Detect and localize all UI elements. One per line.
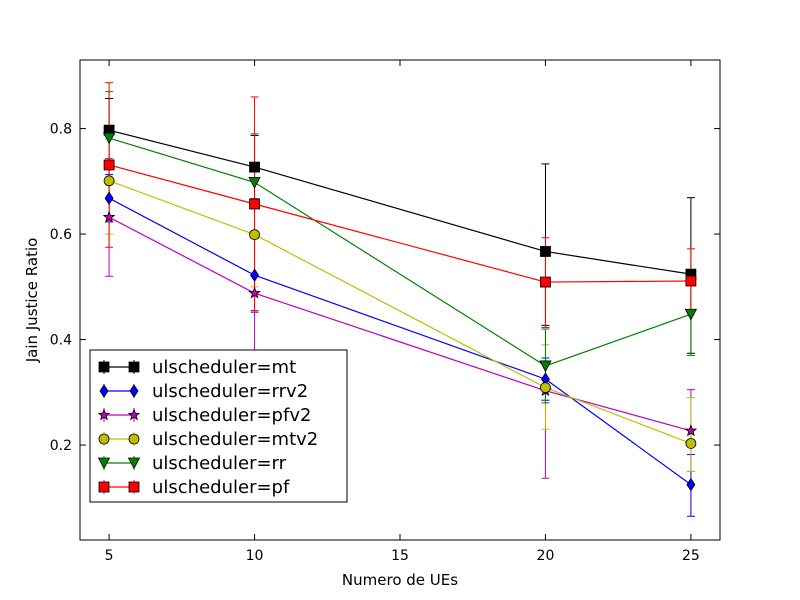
legend-marker-left-1 [99,384,109,398]
legend: ulscheduler=mt ulscheduler=rrv2 ulschedule… [89,349,348,503]
data-point-5-2 [540,276,551,288]
series-line-3 [108,180,692,445]
data-point-1-1 [250,268,260,282]
x-tick-label-2: 15 [391,548,409,564]
legend-marker-left-0 [98,361,110,373]
legend-label-0: ulscheduler=mt [152,357,296,378]
data-point-4-2 [539,360,552,373]
legend-marker-right-5 [128,481,140,493]
legend-label-5: ulscheduler=pf [152,477,290,498]
data-point-4-3 [684,308,698,321]
series-line-5 [108,164,691,283]
data-point-5-0 [103,159,115,171]
x-tick-label-3: 20 [537,548,555,564]
legend-marker-right-3 [128,433,140,445]
data-point-3-1 [249,229,260,240]
x-tick-label-4: 25 [682,548,700,564]
y-tick-label-3: 0.8 [50,122,72,138]
ticks-layer: 5 10 15 20 25 0.2 0.4 0.6 0.8 [50,60,720,564]
legend-marker-left-2 [97,408,111,421]
data-point-1-3 [686,477,696,492]
series-line-0 [108,129,692,275]
data-point-0-1 [249,161,260,173]
data-point-2-0 [102,210,116,223]
legend-marker-left-4 [97,457,111,470]
legend-marker-right-0 [128,361,140,373]
data-point-0-2 [540,246,551,257]
data-point-3-3 [685,438,697,449]
data-point-2-3 [684,424,698,437]
legend-label-3: ulscheduler=mtv2 [152,429,318,450]
x-tick-label-0: 5 [105,548,114,564]
series-line-1 [108,197,692,486]
legend-marker-left-5 [98,481,110,493]
data-point-4-1 [248,176,261,189]
data-point-1-0 [104,191,114,205]
legend-marker-right-1 [129,384,139,398]
data-point-5-3 [685,275,697,287]
y-tick-label-2: 0.6 [50,227,72,243]
legend-label-2: ulscheduler=pfv2 [152,405,311,426]
legend-label-4: ulscheduler=rr [152,453,287,474]
legend-marker-right-2 [127,408,141,421]
y-tick-label-0: 0.2 [50,438,72,454]
legend-label-1: ulscheduler=rrv2 [152,381,308,402]
legend-box [89,349,348,503]
series-line-4 [108,137,692,367]
legend-marker-right-4 [127,457,141,470]
data-point-2-1 [248,286,261,299]
data-point-3-0 [103,175,115,187]
markers-layer [102,124,698,492]
data-point-3-2 [540,382,551,393]
x-tick-label-1: 10 [246,548,264,564]
data-point-5-1 [249,198,260,210]
x-axis-label: Numero de UEs [342,571,458,589]
y-tick-label-1: 0.4 [50,333,72,349]
series-line-2 [108,216,692,432]
legend-marker-left-3 [98,433,110,445]
data-point-4-0 [102,132,116,145]
y-axis-label: Jain Justice Ratio [23,238,41,364]
lines-layer [108,129,692,486]
